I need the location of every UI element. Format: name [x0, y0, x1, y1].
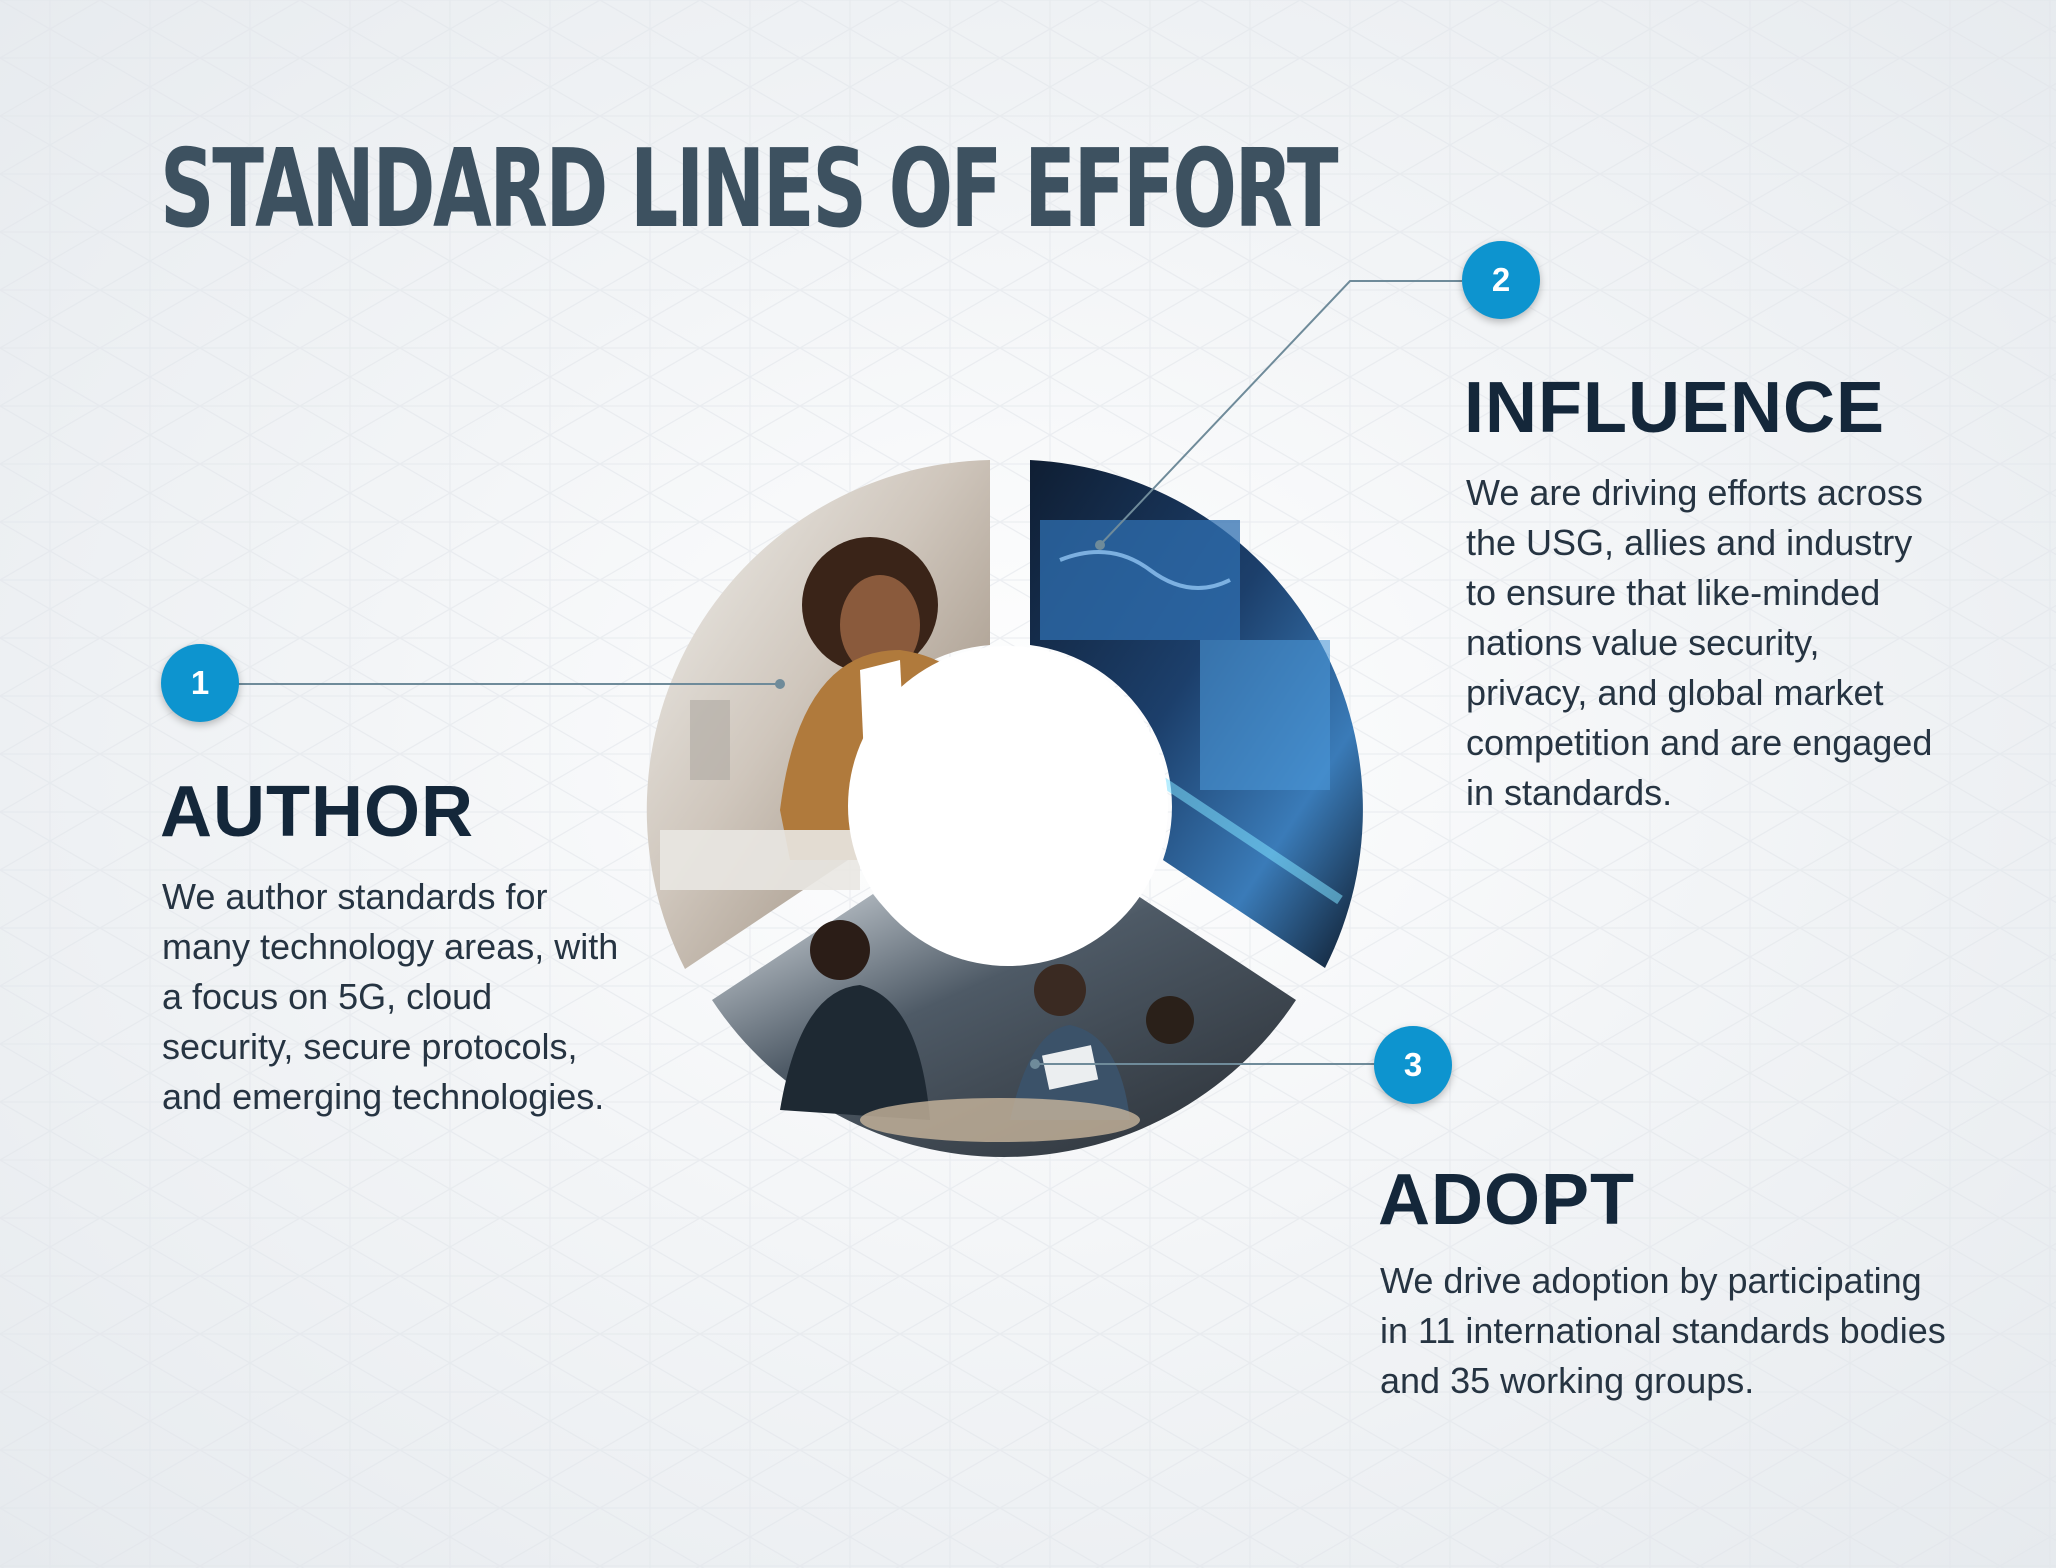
badge-3: 3 [1374, 1026, 1452, 1104]
influence-photo-segment [1030, 460, 1363, 968]
connector-lines [238, 280, 1462, 1069]
author-description: We author standards for many technology … [162, 876, 619, 1117]
influence-heading: INFLUENCE [1464, 368, 1885, 448]
badge-2-number: 2 [1491, 261, 1511, 298]
badge-3-number: 3 [1403, 1046, 1423, 1083]
ring-center-hole [848, 646, 1168, 966]
badge-1-number: 1 [190, 664, 210, 701]
adopt-photo-segment [712, 894, 1296, 1158]
adopt-heading: ADOPT [1378, 1160, 1635, 1240]
page-title: STANDARD LINES OF EFFORT [160, 127, 1339, 252]
author-heading: AUTHOR [160, 772, 474, 852]
badge-2: 2 [1462, 241, 1540, 319]
adopt-description: We drive adoption by participating in 11… [1380, 1260, 1946, 1401]
badge-1: 1 [161, 644, 239, 722]
influence-description: We are driving efforts across the USG, a… [1466, 472, 1933, 813]
connector-influence [1099, 280, 1462, 546]
